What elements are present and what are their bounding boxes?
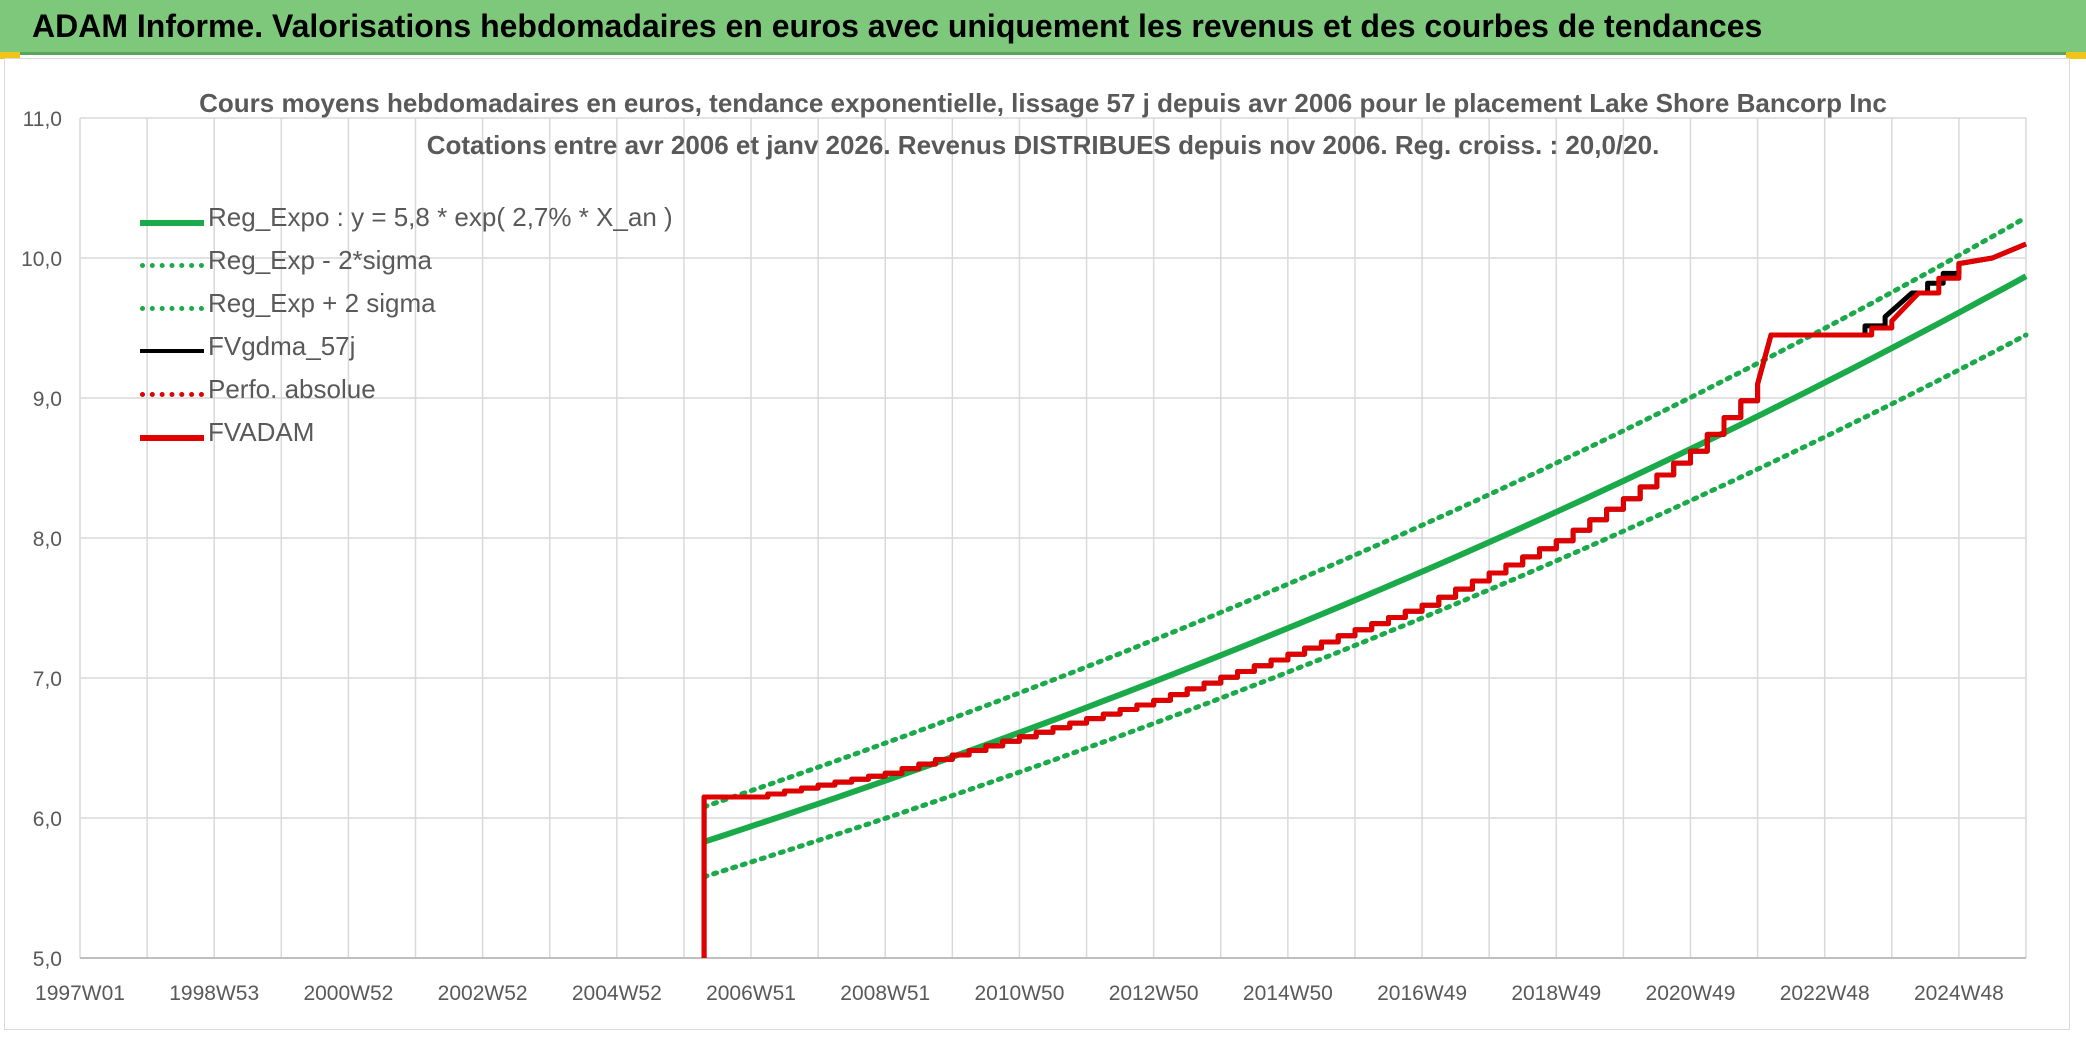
series-line-0 (703, 273, 2028, 845)
y-tick-label: 9,0 (33, 388, 62, 411)
x-tick-label: 2008W51 (840, 982, 930, 1005)
legend-swatch (140, 306, 204, 311)
y-tick-label: 10,0 (21, 248, 62, 271)
legend-swatch (140, 263, 204, 268)
header-bar: ADAM Informe. Valorisations hebdomadaire… (0, 0, 2086, 55)
legend-label: Reg_Expo : y = 5,8 * exp( 2,7% * X_an ) (208, 202, 673, 232)
legend-swatch (140, 392, 204, 397)
x-tick-label: 2002W52 (438, 982, 528, 1005)
chart-title-line1: Cours moyens hebdomadaires en euros, ten… (199, 88, 1887, 118)
x-tick-label: 2016W49 (1377, 982, 1467, 1005)
series-line-1 (701, 332, 2029, 880)
y-tick-label: 7,0 (33, 668, 62, 691)
legend-label: Reg_Exp + 2 sigma (208, 288, 436, 318)
x-tick-label: 2014W50 (1243, 982, 1333, 1005)
x-tick-label: 2004W52 (572, 982, 662, 1005)
series-line-3 (701, 241, 2027, 958)
y-tick-label: 8,0 (33, 528, 62, 551)
series-line-2 (701, 214, 2029, 810)
legend-label: FVADAM (208, 417, 315, 447)
legend-label: Reg_Exp - 2*sigma (208, 245, 432, 275)
x-tick-label: 2006W51 (706, 982, 796, 1005)
chart-frame (4, 58, 2070, 1030)
x-tick-label: 2012W50 (1109, 982, 1199, 1005)
y-tick-label: 5,0 (33, 948, 62, 971)
corner-accent-right (2066, 52, 2086, 59)
chart-title-line2: Cotations entre avr 2006 et janv 2026. R… (426, 130, 1660, 160)
legend-label: FVgdma_57j (208, 331, 356, 361)
legend-swatch (140, 220, 204, 226)
y-tick-label: 11,0 (23, 108, 62, 131)
x-tick-label: 2000W52 (303, 982, 393, 1005)
page-title: ADAM Informe. Valorisations hebdomadaire… (32, 8, 1763, 44)
legend-swatch (140, 435, 204, 441)
legend-label: Perfo. absolue (208, 374, 376, 404)
y-tick-label: 6,0 (33, 808, 62, 831)
x-tick-label: 2018W49 (1511, 982, 1601, 1005)
corner-accent-left (0, 52, 20, 59)
x-tick-label: 1998W53 (169, 982, 259, 1005)
series-line-4 (702, 242, 2027, 958)
x-tick-label: 2020W49 (1646, 982, 1736, 1005)
x-tick-label: 2010W50 (974, 982, 1064, 1005)
x-tick-label: 2024W48 (1914, 982, 2004, 1005)
series-line-5 (701, 241, 2027, 958)
x-tick-label: 1997W01 (35, 982, 125, 1005)
x-tick-label: 2022W48 (1780, 982, 1870, 1005)
legend-swatch (140, 349, 204, 353)
